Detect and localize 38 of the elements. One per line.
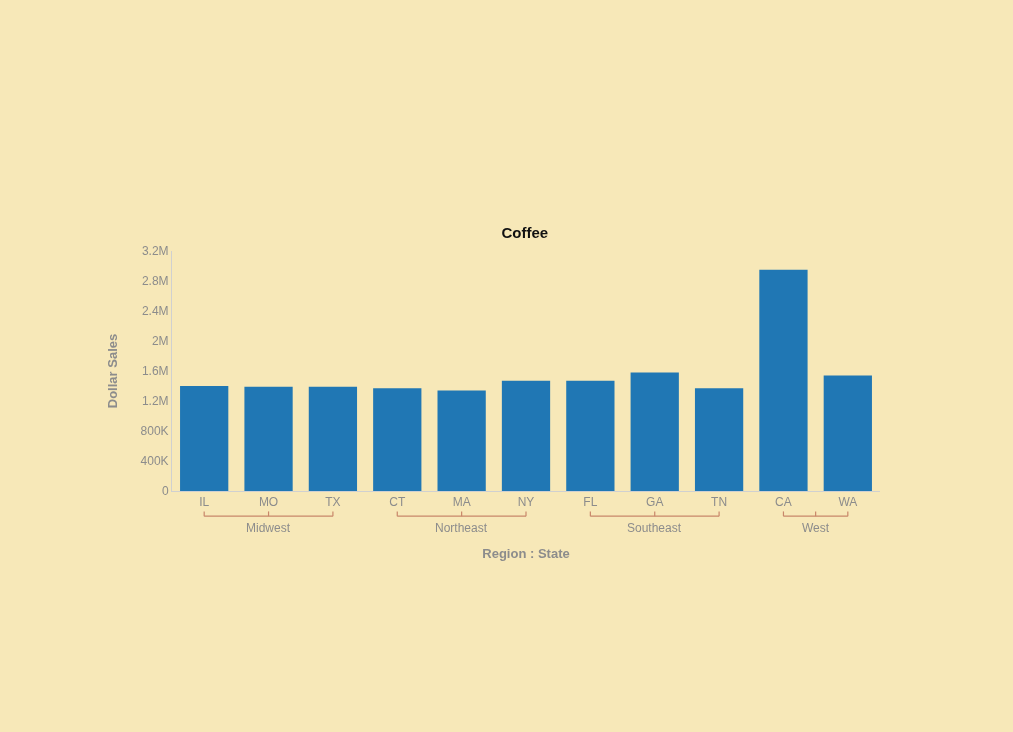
text: Midwest <box>246 521 291 535</box>
x-tick-label: CA <box>775 495 792 510</box>
bar <box>373 388 422 491</box>
bar <box>437 390 486 491</box>
x-tick-label: TN <box>711 495 728 510</box>
y-tick-label: 3.2M <box>141 244 169 259</box>
x-tick-label: TX <box>325 495 341 510</box>
x-tick-label: IL <box>199 495 210 510</box>
x-tick-label: CT <box>389 495 406 510</box>
y-tick-label: 0 <box>161 484 169 499</box>
bar <box>180 386 229 491</box>
text: Southeast <box>627 521 682 535</box>
bar <box>694 388 744 491</box>
bar <box>566 380 615 491</box>
bar <box>308 386 358 491</box>
bar <box>759 269 808 491</box>
x-tick-label: FL <box>583 495 598 510</box>
text: West <box>802 521 830 535</box>
chart-title: Coffee <box>501 224 549 242</box>
x-tick-label: MA <box>452 495 471 510</box>
y-tick-label: 1.2M <box>141 394 169 409</box>
x-axis-title: Region : State <box>482 546 570 561</box>
x-tick-label: GA <box>646 495 664 510</box>
y-tick-label: 800K <box>140 424 169 439</box>
y-tick-label: 2.4M <box>141 304 169 319</box>
y-tick-label: 2.8M <box>141 274 169 289</box>
y-tick-label: 2M <box>151 334 169 349</box>
bar <box>501 380 551 491</box>
x-tick-label: NY <box>517 495 535 510</box>
y-tick-label: 400K <box>140 454 169 469</box>
x-tick-label: WA <box>838 495 858 510</box>
x-tick-label: MO <box>258 495 279 510</box>
y-axis-title: Dollar Sales <box>104 333 120 409</box>
bar <box>630 372 679 491</box>
text: Northeast <box>435 521 488 535</box>
bar <box>823 375 872 491</box>
bar <box>244 386 293 491</box>
y-tick-label: 1.6M <box>141 364 169 379</box>
